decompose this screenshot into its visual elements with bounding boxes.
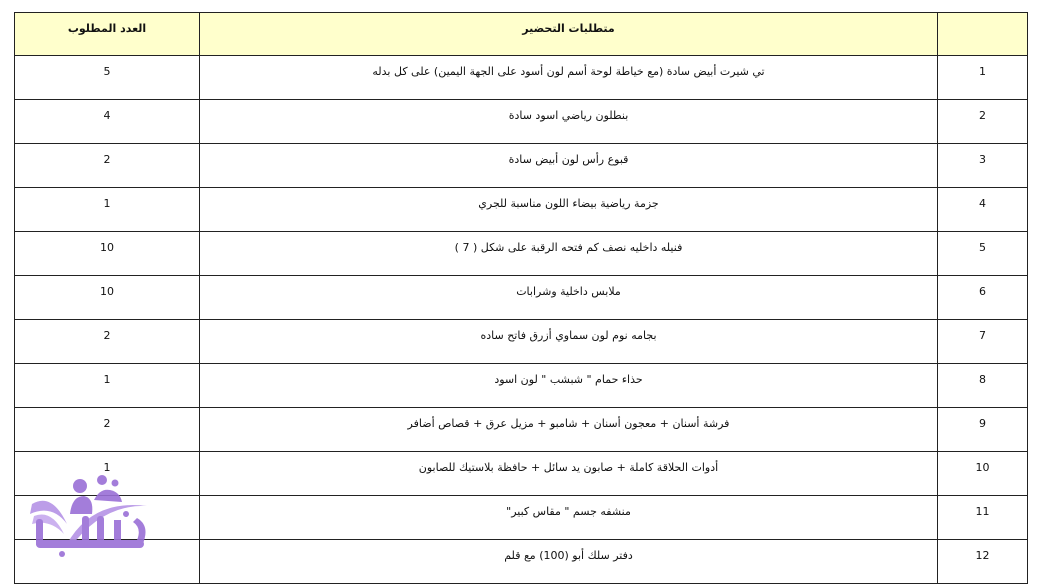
cell-requirement: حذاء حمام " شبشب " لون اسود [199, 363, 938, 408]
cell-index: 8 [937, 363, 1028, 408]
cell-index: 2 [937, 99, 1028, 144]
cell-index: 3 [937, 143, 1028, 188]
cell-requirement: منشفه جسم " مقاس كبير" [199, 495, 938, 540]
cell-quantity: 1 [14, 187, 200, 232]
cell-quantity: 10 [14, 231, 200, 276]
cell-quantity: 2 [14, 143, 200, 188]
header-index [937, 12, 1028, 56]
cell-quantity: 1 [14, 451, 200, 496]
cell-index: 4 [937, 187, 1028, 232]
table-row: 7 بجامه نوم لون سماوي أزرق فاتح ساده 2 [14, 319, 1028, 364]
cell-requirement: دفتر سلك أبو (100) مع قلم [199, 539, 938, 584]
table-row: 2 بنطلون رياضي اسود سادة 4 [14, 99, 1028, 144]
table-row: 10 أدوات الحلاقة كاملة + صابون يد سائل + … [14, 451, 1028, 496]
cell-index: 11 [937, 495, 1028, 540]
cell-index: 10 [937, 451, 1028, 496]
cell-index: 1 [937, 55, 1028, 100]
table-row: 4 جزمة رياضية بيضاء اللون مناسبة للجري 1 [14, 187, 1028, 232]
table-row: 3 قبوع رأس لون أبيض سادة 2 [14, 143, 1028, 188]
cell-index: 9 [937, 407, 1028, 452]
talabna-logo [30, 475, 147, 557]
cell-quantity: 5 [14, 55, 200, 100]
cell-quantity: 10 [14, 275, 200, 320]
cell-index: 7 [937, 319, 1028, 364]
cell-requirement: أدوات الحلاقة كاملة + صابون يد سائل + حا… [199, 451, 938, 496]
cell-index: 5 [937, 231, 1028, 276]
table-row: 5 فنيله داخليه نصف كم فتحه الرقبة على شكل… [14, 231, 1028, 276]
cell-requirement: بجامه نوم لون سماوي أزرق فاتح ساده [199, 319, 938, 364]
cell-index: 12 [937, 539, 1028, 584]
cell-quantity: 2 [14, 407, 200, 452]
table-row: 12 دفتر سلك أبو (100) مع قلم [14, 539, 1028, 584]
table-row: 1 تي شيرت أبيض سادة (مع خياطة لوحة أسم لو… [14, 55, 1028, 100]
cell-requirement: بنطلون رياضي اسود سادة [199, 99, 938, 144]
cell-quantity: 2 [14, 319, 200, 364]
table-row: 9 فرشة أسنان + معجون أسنان + شامبو + مزيل… [14, 407, 1028, 452]
header-quantity: العدد المطلوب [14, 12, 200, 56]
table-header-row: متطلبات التحضير العدد المطلوب [14, 12, 1028, 56]
cell-quantity: 1 [14, 363, 200, 408]
cell-requirement: تي شيرت أبيض سادة (مع خياطة لوحة أسم لون… [199, 55, 938, 100]
cell-requirement: جزمة رياضية بيضاء اللون مناسبة للجري [199, 187, 938, 232]
cell-requirement: ملابس داخلية وشرابات [199, 275, 938, 320]
table-row: 6 ملابس داخلية وشرابات 10 [14, 275, 1028, 320]
cell-index: 6 [937, 275, 1028, 320]
table-row: 8 حذاء حمام " شبشب " لون اسود 1 [14, 363, 1028, 408]
cell-requirement: فرشة أسنان + معجون أسنان + شامبو + مزيل … [199, 407, 938, 452]
cell-quantity: 4 [14, 99, 200, 144]
requirements-table: متطلبات التحضير العدد المطلوب 1 تي شيرت أ… [14, 12, 1028, 584]
cell-requirement: قبوع رأس لون أبيض سادة [199, 143, 938, 188]
cell-requirement: فنيله داخليه نصف كم فتحه الرقبة على شكل … [199, 231, 938, 276]
header-requirement: متطلبات التحضير [199, 12, 938, 56]
table-row: 11 منشفه جسم " مقاس كبير" [14, 495, 1028, 540]
